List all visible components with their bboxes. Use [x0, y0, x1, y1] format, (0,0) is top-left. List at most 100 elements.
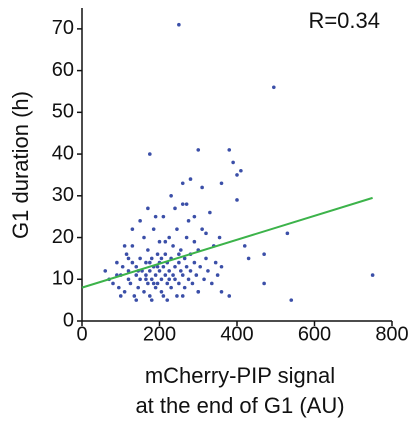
point [167, 269, 171, 273]
y-tick-label: 50 [52, 101, 74, 123]
point [180, 294, 185, 298]
point [177, 260, 181, 265]
point [219, 289, 224, 294]
point [144, 260, 148, 265]
y-tick-label: 40 [52, 142, 74, 164]
point [202, 277, 206, 282]
annotation: R=0.34 [308, 8, 380, 33]
point [148, 260, 152, 265]
point [149, 256, 154, 261]
point [188, 269, 193, 273]
x-axis-label: at the end of G1 (AU) [135, 393, 344, 418]
point [163, 239, 168, 244]
point [171, 273, 175, 277]
point [167, 277, 171, 282]
point [148, 152, 152, 156]
point [235, 198, 239, 202]
point [148, 269, 152, 273]
y-tick-label: 20 [52, 226, 74, 248]
point [192, 239, 197, 244]
point [146, 206, 150, 211]
point [227, 294, 232, 298]
point [198, 264, 202, 269]
point [196, 289, 201, 294]
point [155, 264, 160, 269]
point [204, 256, 208, 261]
point [153, 273, 158, 277]
point [103, 269, 108, 273]
point [262, 281, 266, 286]
point [149, 277, 154, 282]
point [285, 231, 290, 236]
point [177, 252, 181, 257]
point [161, 264, 166, 269]
point [130, 227, 135, 231]
point [128, 281, 133, 286]
point [161, 214, 166, 219]
point [130, 244, 135, 248]
point [117, 285, 121, 290]
point [180, 273, 185, 277]
point [217, 235, 222, 240]
y-axis-label: G1 duration (h) [8, 91, 33, 239]
point [144, 277, 148, 282]
point [186, 219, 191, 223]
point [182, 256, 187, 261]
point [169, 194, 173, 198]
point [126, 256, 131, 261]
point [122, 244, 127, 248]
y-tick-label: 10 [52, 268, 74, 290]
point [142, 235, 146, 240]
point [126, 277, 131, 282]
point [134, 298, 139, 302]
point [204, 231, 208, 236]
point [155, 281, 160, 286]
point [124, 252, 129, 257]
fit-line [81, 196, 373, 289]
x-tick-label: 400 [220, 323, 253, 345]
point [272, 85, 276, 90]
point [192, 260, 197, 265]
point [370, 273, 375, 277]
point [208, 210, 212, 215]
point [155, 252, 160, 257]
point [157, 269, 162, 273]
point [200, 185, 204, 190]
point [180, 181, 185, 186]
y-tick-label: 0 [63, 309, 74, 331]
point [163, 273, 168, 277]
x-tick-label: 800 [375, 323, 408, 345]
point [159, 289, 164, 294]
point [188, 177, 193, 181]
point [153, 214, 158, 219]
point [242, 244, 247, 248]
x-axis-label: mCherry-PIP signal [145, 363, 335, 388]
point [165, 298, 170, 302]
point [165, 281, 170, 286]
point [148, 294, 152, 298]
point [171, 244, 175, 248]
point [196, 148, 201, 152]
point [192, 214, 197, 219]
point [180, 202, 185, 206]
point [175, 294, 179, 298]
point [157, 239, 162, 244]
point [159, 277, 164, 282]
point [184, 235, 189, 240]
point [210, 281, 214, 286]
point [151, 227, 156, 231]
y-tick-label: 30 [52, 184, 74, 206]
point [138, 256, 142, 261]
x-tick-label: 600 [298, 323, 331, 345]
point [120, 264, 125, 269]
point [169, 285, 173, 290]
point [122, 289, 127, 294]
point [179, 269, 183, 273]
point [262, 252, 266, 257]
point [118, 294, 123, 298]
point [246, 256, 251, 261]
point [144, 273, 148, 277]
point [142, 289, 146, 294]
point [149, 298, 154, 302]
